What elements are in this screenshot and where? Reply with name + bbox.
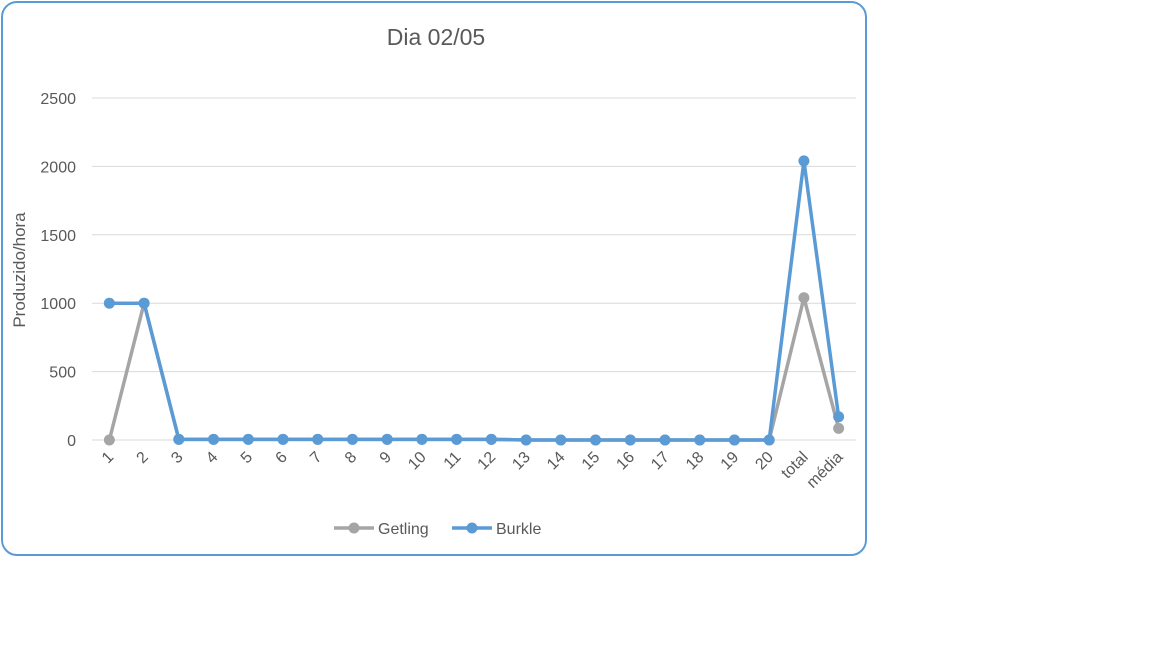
data-point xyxy=(416,433,428,445)
x-tick-label: 19 xyxy=(718,449,743,474)
data-point xyxy=(173,433,185,445)
data-point xyxy=(590,434,602,446)
data-point xyxy=(520,434,532,446)
data-point xyxy=(485,433,497,445)
x-tick-label: 15 xyxy=(579,449,604,474)
data-point xyxy=(555,434,567,446)
data-point xyxy=(277,433,289,445)
data-point xyxy=(103,434,115,446)
x-tick-label: 13 xyxy=(509,449,534,474)
x-tick-label: 8 xyxy=(342,449,360,467)
x-tick-label: 6 xyxy=(273,449,291,467)
x-tick-label: 11 xyxy=(441,449,465,473)
legend: Getling Burkle xyxy=(334,521,541,538)
data-point xyxy=(694,434,706,446)
x-tick-labels: 1 2 3 4 5 6 7 8 9 10 11 12 13 14 15 16 17 18 19 20 totalmédi… xyxy=(99,449,847,492)
data-point xyxy=(624,434,636,446)
data-point xyxy=(728,434,740,446)
y-tick-label: 1000 xyxy=(40,296,76,313)
y-tick-label: 2000 xyxy=(40,159,76,176)
x-tick-label: média xyxy=(804,449,847,492)
x-tick-label: 9 xyxy=(377,449,395,467)
legend-entry: Burkle xyxy=(452,521,541,538)
data-point xyxy=(346,433,358,445)
data-point xyxy=(138,297,150,309)
x-tick-label: 1 xyxy=(99,449,117,467)
x-tick-label: 4 xyxy=(203,449,221,467)
x-tick-label: 14 xyxy=(544,449,569,474)
data-point xyxy=(451,433,463,445)
y-tick-label: 2500 xyxy=(40,91,76,108)
x-tick-label: 5 xyxy=(238,449,256,467)
x-tick-label: 2 xyxy=(134,449,152,467)
x-tick-label: 3 xyxy=(168,449,186,467)
data-point xyxy=(103,297,115,309)
data-point xyxy=(833,422,845,434)
x-tick-label: 18 xyxy=(683,449,708,474)
data-point xyxy=(242,433,254,445)
data-point xyxy=(798,292,810,304)
data-point xyxy=(833,411,845,423)
x-tick-label: 7 xyxy=(307,449,325,467)
data-point xyxy=(659,434,671,446)
data-point xyxy=(381,433,393,445)
legend-label: Burkle xyxy=(496,521,541,538)
legend-marker xyxy=(466,522,478,534)
chart-frame xyxy=(1,1,867,556)
x-tick-label: 10 xyxy=(405,449,430,474)
y-tick-label: 0 xyxy=(67,433,76,450)
series-line xyxy=(107,295,841,442)
y-tick-label: 500 xyxy=(49,365,76,382)
data-point xyxy=(798,155,810,167)
legend-label: Getling xyxy=(378,521,429,538)
y-axis-label: Produzido/hora xyxy=(10,212,29,328)
x-tick-label: 20 xyxy=(752,449,777,474)
x-tick-label: 12 xyxy=(475,449,500,474)
data-point xyxy=(763,434,775,446)
gridlines xyxy=(92,97,856,441)
y-tick-labels: 0 500 1000 1500 2000 2500 xyxy=(40,91,76,450)
x-tick-label: 16 xyxy=(613,449,638,474)
x-tick-label: 17 xyxy=(648,449,673,474)
series-burkle xyxy=(103,155,845,446)
y-tick-label: 1500 xyxy=(40,228,76,245)
legend-entry: Getling xyxy=(334,521,429,538)
data-point xyxy=(312,433,324,445)
series-line xyxy=(109,159,841,442)
data-point xyxy=(208,433,220,445)
series-getling xyxy=(103,292,845,446)
series-lines xyxy=(103,155,845,446)
chart-title: Dia 02/05 xyxy=(387,24,485,50)
legend-marker xyxy=(348,522,360,534)
